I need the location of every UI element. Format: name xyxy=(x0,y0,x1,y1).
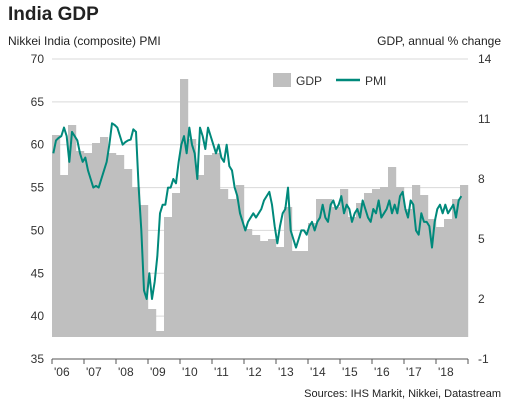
gdp-bar xyxy=(164,217,173,337)
right-axis-label: GDP, annual % change xyxy=(377,34,501,48)
axes: '06 '07 '08 '09 '10 '11 '12 '13 '14 '15 '16 '17 '18 3… xyxy=(31,52,492,379)
gdp-bar xyxy=(300,251,309,337)
gdp-bar xyxy=(116,155,125,337)
left-tick-label: 40 xyxy=(31,309,45,323)
left-tick-label: 65 xyxy=(31,95,45,109)
chart-title: India GDP xyxy=(8,4,99,25)
gdp-bar xyxy=(396,187,405,337)
gdp-bar xyxy=(108,153,117,337)
gdp-bar xyxy=(260,241,269,337)
gdp-bar xyxy=(244,229,253,337)
gdp-bar xyxy=(156,331,165,337)
gdp-bar xyxy=(364,193,373,337)
gdp-bar xyxy=(212,153,221,337)
x-tick-label: '14 xyxy=(310,365,326,379)
gdp-bar xyxy=(124,169,133,337)
legend: GDP PMI xyxy=(273,73,386,88)
source-note: Sources: IHS Markit, Nikkei, Datastream xyxy=(304,388,501,400)
gdp-bar xyxy=(148,309,157,337)
gdp-bar xyxy=(388,167,397,337)
gdp-bar xyxy=(60,175,69,337)
gdp-bar xyxy=(172,193,181,337)
x-tick-label: '13 xyxy=(278,365,294,379)
gdp-bar xyxy=(372,189,381,337)
x-tick-label: '11 xyxy=(214,365,229,379)
gdp-bar xyxy=(444,219,453,337)
gdp-bar xyxy=(92,143,101,337)
right-tick-label: 8 xyxy=(478,172,485,186)
gdp-bar xyxy=(452,199,461,337)
gdp-bar xyxy=(204,155,213,337)
legend-pmi-label: PMI xyxy=(365,74,386,88)
legend-gdp-label: GDP xyxy=(296,74,322,88)
x-tick-label: '18 xyxy=(438,365,454,379)
gdp-bar xyxy=(268,239,277,337)
x-tick-label: '09 xyxy=(150,365,166,379)
gdp-bar xyxy=(252,235,261,337)
gdp-bar xyxy=(412,185,421,337)
gdp-bar xyxy=(380,187,389,337)
pmi-line-group xyxy=(52,122,463,300)
gdp-bar xyxy=(52,135,61,337)
gdp-bar xyxy=(180,79,189,337)
x-tick-label: '06 xyxy=(54,365,70,379)
gdp-bar xyxy=(84,153,93,337)
gdp-bar xyxy=(132,187,141,337)
x-tick-label: '10 xyxy=(182,365,198,379)
left-tick-label: 50 xyxy=(31,223,45,237)
gdp-bar xyxy=(428,219,437,337)
x-tick-label: '16 xyxy=(374,365,390,379)
gdp-bar xyxy=(188,139,197,337)
left-tick-label: 55 xyxy=(31,181,45,195)
pmi-line xyxy=(52,122,463,300)
gdp-bar xyxy=(316,199,325,337)
gdp-bar xyxy=(420,195,429,337)
legend-gdp-swatch xyxy=(273,73,291,87)
gdp-bar xyxy=(348,217,357,337)
gdp-bar xyxy=(76,151,85,337)
gdp-bar xyxy=(196,175,205,337)
right-tick-label: 11 xyxy=(478,112,491,126)
gdp-bar xyxy=(324,199,333,337)
gdp-bar xyxy=(356,203,365,337)
right-tick-label: 14 xyxy=(478,52,492,66)
gdp-bar xyxy=(460,185,469,337)
x-tick-label: '07 xyxy=(86,365,102,379)
left-tick-label: 60 xyxy=(31,138,45,152)
gdp-bar xyxy=(436,227,445,337)
gdp-bar xyxy=(100,137,109,337)
left-tick-label: 45 xyxy=(31,266,45,280)
gdp-bar xyxy=(404,209,413,337)
gdp-bar xyxy=(292,251,301,337)
right-tick-label: -1 xyxy=(478,352,489,366)
gdp-bar xyxy=(236,185,245,337)
left-tick-label: 35 xyxy=(31,352,45,366)
gdp-bar xyxy=(284,207,293,337)
right-tick-label: 2 xyxy=(478,292,485,306)
x-tick-label: '12 xyxy=(246,365,262,379)
left-axis-label: Nikkei India (composite) PMI xyxy=(8,34,161,48)
right-tick-label: 5 xyxy=(478,232,485,246)
gdp-bar xyxy=(228,199,237,337)
gdp-bar xyxy=(276,247,285,337)
gdp-bar xyxy=(220,189,229,337)
gdp-bar xyxy=(332,207,341,337)
x-tick-label: '17 xyxy=(406,365,422,379)
gdp-bar xyxy=(340,189,349,337)
left-tick-label: 70 xyxy=(31,52,45,66)
gdp-bar xyxy=(68,125,77,337)
gdp-bars xyxy=(52,79,469,337)
gdp-bar xyxy=(308,223,317,337)
x-tick-label: '08 xyxy=(118,365,134,379)
x-tick-label: '15 xyxy=(342,365,358,379)
